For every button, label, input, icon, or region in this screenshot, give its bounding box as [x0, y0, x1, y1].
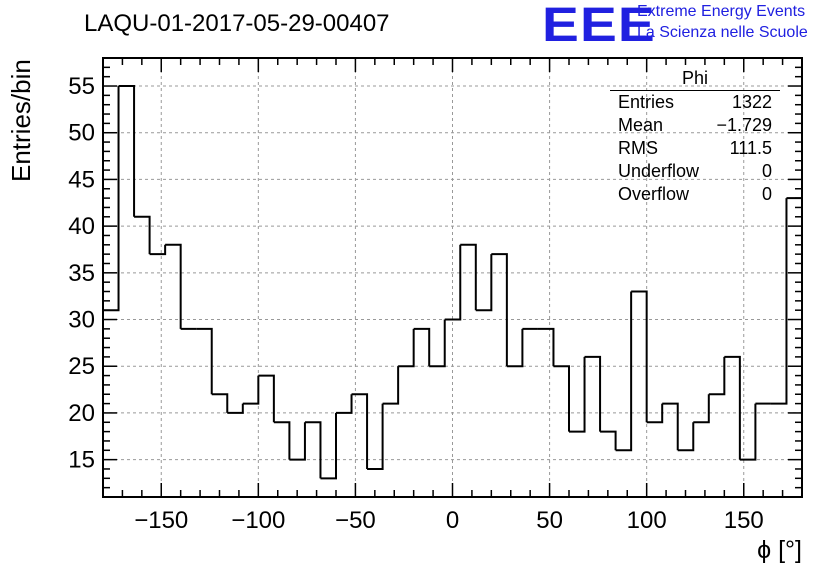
eee-tagline-1: Extreme Energy Events — [637, 3, 806, 20]
stats-label: Mean — [618, 115, 664, 135]
histogram-bin — [460, 243, 477, 311]
histogram-bin — [351, 393, 369, 469]
stats-label: Entries — [618, 92, 675, 112]
y-tick-label: 55 — [68, 73, 95, 100]
x-tick-label: 150 — [724, 507, 764, 534]
histogram-bin — [444, 244, 462, 321]
plot-frame — [102, 57, 803, 498]
histogram-bin — [413, 327, 431, 367]
histogram-bin — [429, 319, 446, 368]
histogram-bin — [537, 327, 555, 367]
histogram-bin — [196, 327, 213, 395]
x-tick-label: 100 — [627, 507, 667, 534]
stats-box: Phi Entries 1322 Mean −1.729 RMS 111.5 U… — [610, 68, 780, 206]
histogram-bin — [289, 422, 306, 461]
histogram-bin — [475, 254, 493, 312]
histogram-bin — [149, 244, 167, 256]
histogram-bin — [118, 85, 136, 217]
histogram-bin — [491, 253, 508, 367]
x-tick-label: −150 — [134, 507, 188, 534]
histogram-bin — [569, 356, 586, 433]
histogram-bin — [336, 394, 353, 414]
x-axis-label: ϕ [°] — [757, 536, 802, 564]
x-tick-label: −100 — [231, 507, 285, 534]
stats-row-underflow: Underflow 0 — [610, 160, 780, 183]
stats-title: Phi — [610, 68, 780, 91]
histogram-bin — [506, 328, 524, 368]
histogram-bin — [227, 403, 244, 414]
x-tick-label: −50 — [335, 507, 376, 534]
y-tick-label: 30 — [68, 307, 95, 334]
histogram-bin — [739, 403, 757, 461]
histogram-bin — [398, 328, 415, 368]
histogram-bin — [724, 355, 741, 460]
histogram-bins — [102, 85, 802, 497]
stats-label: Underflow — [618, 161, 700, 181]
y-tick-label: 25 — [68, 353, 95, 380]
stats-row-overflow: Overflow 0 — [610, 183, 780, 206]
histogram-bin — [553, 365, 570, 432]
stats-row-rms: RMS 111.5 — [610, 137, 780, 160]
histogram-bin — [320, 412, 337, 480]
stats-value: 0 — [761, 161, 772, 181]
histogram-bin — [677, 422, 695, 452]
histogram-bin — [382, 366, 400, 405]
plot-title: LAQU-01-2017-05-29-00407 — [84, 10, 390, 37]
axis-ticks — [102, 58, 803, 497]
histogram-bin — [367, 403, 384, 470]
histogram-bin — [273, 421, 291, 460]
stats-value: 1322 — [731, 92, 772, 112]
histogram-bin — [615, 291, 633, 452]
histogram-bin — [631, 290, 648, 423]
stats-label: RMS — [618, 138, 658, 158]
histogram-bin — [600, 430, 617, 451]
y-tick-label: 20 — [68, 400, 95, 427]
histogram-bin — [646, 403, 664, 424]
histogram-bin — [258, 374, 275, 423]
stats-value: 0 — [761, 184, 772, 204]
histogram-bin — [693, 394, 710, 424]
histogram-bin — [584, 355, 602, 432]
histogram-bin — [770, 198, 788, 405]
y-tick-label: 40 — [68, 213, 95, 240]
histogram-bin — [211, 393, 229, 413]
y-tick-label: 45 — [68, 166, 95, 193]
tick-labels: −150 −100 −50 0 50 100 150 15 20 25 30 35 40 45 50 55 — [68, 73, 763, 534]
x-tick-label: 0 — [446, 507, 459, 534]
stats-value: −1.729 — [716, 115, 772, 135]
histogram-bin — [134, 215, 151, 255]
stats-row-entries: Entries 1322 — [610, 91, 780, 114]
stats-label: Overflow — [618, 184, 690, 204]
eee-tagline-2: La Scienza nelle Scuole — [637, 24, 808, 41]
histogram-bin — [304, 421, 322, 479]
histogram-bin — [165, 243, 182, 329]
x-tick-label: 50 — [536, 507, 563, 534]
histogram-bin — [242, 375, 260, 405]
y-tick-label: 35 — [68, 260, 95, 287]
histogram-bin — [662, 402, 679, 451]
eee-logo: EEE — [542, 0, 656, 52]
histogram-bin — [708, 356, 726, 396]
stats-row-mean: Mean −1.729 — [610, 114, 780, 137]
y-tick-label: 50 — [68, 120, 95, 147]
stats-value: 111.5 — [729, 138, 772, 158]
grid-lines — [103, 58, 802, 497]
y-tick-label: 15 — [68, 447, 95, 474]
